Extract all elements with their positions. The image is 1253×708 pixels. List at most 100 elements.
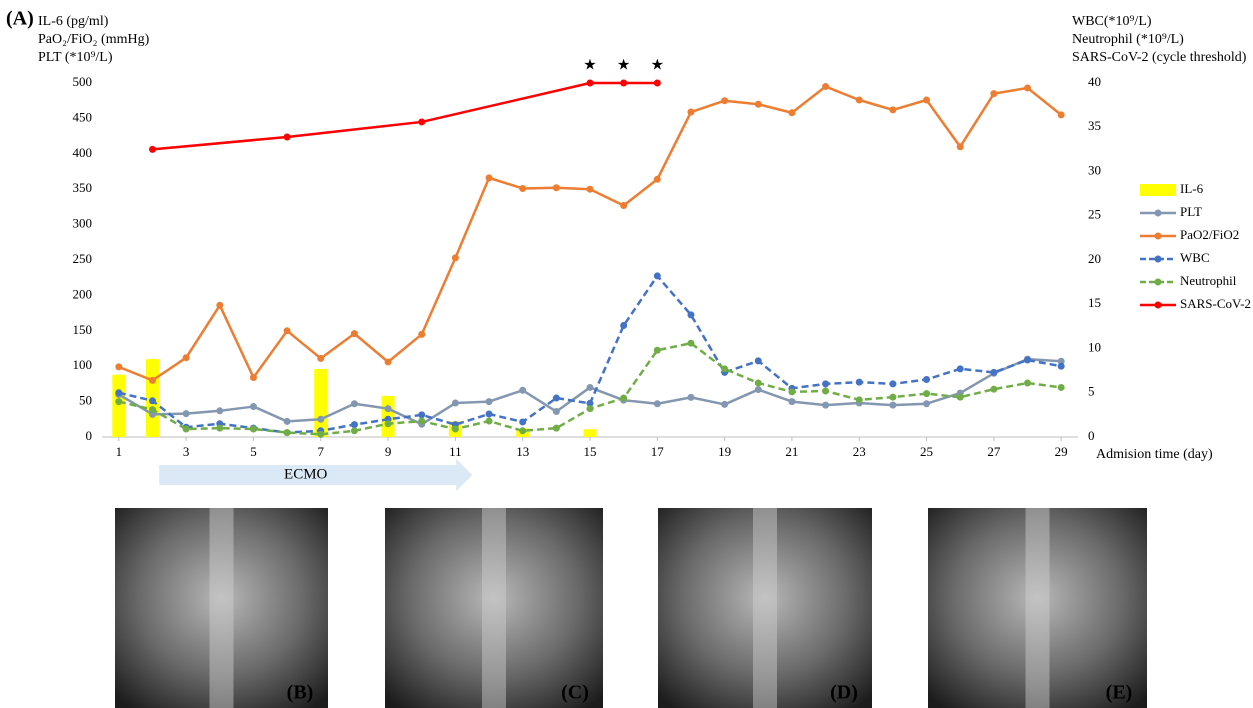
point — [452, 400, 459, 407]
point — [654, 80, 661, 87]
image-label: (E) — [1106, 682, 1133, 704]
point — [351, 427, 358, 434]
point — [1024, 84, 1031, 91]
point — [351, 330, 358, 337]
point — [385, 358, 392, 365]
y-tick-label: 0 — [86, 428, 93, 443]
point — [721, 401, 728, 408]
point — [788, 388, 795, 395]
point — [553, 408, 560, 415]
point — [957, 365, 964, 372]
point — [115, 398, 122, 405]
point — [923, 96, 930, 103]
point — [721, 365, 728, 372]
point — [755, 101, 762, 108]
y-tick-label: 300 — [73, 216, 93, 231]
point — [687, 340, 694, 347]
x-tick-label: 7 — [318, 444, 325, 459]
image-label: (C) — [561, 682, 589, 704]
point — [284, 418, 291, 425]
y2-axis-title: Neutrophil (*10⁹/L) — [1072, 32, 1184, 47]
y-axis-title: IL-6 (pg/ml) — [38, 14, 109, 29]
legend-label: SARS-CoV-2 — [1180, 296, 1251, 311]
y2-tick-label: 10 — [1088, 339, 1101, 354]
point — [418, 418, 425, 425]
point — [351, 400, 358, 407]
legend-marker — [1155, 233, 1162, 240]
point — [990, 90, 997, 97]
x-tick-label: 25 — [920, 444, 933, 459]
point — [317, 355, 324, 362]
x-tick-label: 27 — [987, 444, 1001, 459]
point — [687, 311, 694, 318]
y2-tick-label: 5 — [1088, 384, 1095, 399]
xray-spine — [1026, 508, 1050, 708]
point — [216, 302, 223, 309]
point — [957, 143, 964, 150]
point — [317, 416, 324, 423]
point — [149, 397, 156, 404]
point — [519, 185, 526, 192]
point — [721, 97, 728, 104]
point — [149, 406, 156, 413]
point — [486, 418, 493, 425]
x-tick-label: 9 — [385, 444, 392, 459]
point — [587, 186, 594, 193]
point — [654, 400, 661, 407]
y2-tick-label: 30 — [1088, 162, 1101, 177]
ecmo-label: ECMO — [284, 466, 328, 482]
point — [1024, 357, 1031, 364]
legend-label: PaO2/FiO2 — [1180, 227, 1239, 242]
y2-tick-label: 15 — [1088, 295, 1101, 310]
y2-tick-label: 40 — [1088, 74, 1101, 89]
y2-axis-title: WBC(*10⁹/L) — [1072, 14, 1152, 29]
point — [587, 80, 594, 87]
point — [418, 411, 425, 418]
y-tick-label: 250 — [73, 251, 93, 266]
point — [250, 426, 257, 433]
legend-label: PLT — [1180, 204, 1202, 219]
point — [149, 146, 156, 153]
point — [620, 80, 627, 87]
point — [385, 405, 392, 412]
bar — [314, 369, 327, 437]
y-tick-label: 350 — [73, 180, 93, 195]
y-tick-label: 450 — [73, 109, 93, 124]
x-tick-label: 11 — [449, 444, 462, 459]
y2-axis-title: SARS-CoV-2 (cycle threshold) — [1072, 50, 1247, 65]
x-tick-label: 19 — [718, 444, 731, 459]
point — [788, 109, 795, 116]
xray-spine — [753, 508, 777, 708]
point — [687, 109, 694, 116]
xray-spine — [482, 508, 506, 708]
x-tick-label: 13 — [516, 444, 529, 459]
point — [519, 387, 526, 394]
y-tick-label: 50 — [79, 393, 92, 408]
xray-spine — [210, 508, 234, 708]
point — [822, 83, 829, 90]
legend-marker — [1155, 302, 1162, 309]
point — [1058, 363, 1065, 370]
star: ★ — [651, 57, 664, 73]
y-tick-label: 400 — [73, 145, 93, 160]
point — [351, 421, 358, 428]
point — [620, 202, 627, 209]
point — [519, 418, 526, 425]
bar — [584, 429, 597, 437]
y-axis-title: PLT (*10⁹/L) — [38, 50, 113, 65]
point — [856, 379, 863, 386]
point — [822, 380, 829, 387]
point — [284, 133, 291, 140]
point — [1024, 380, 1031, 387]
point — [553, 184, 560, 191]
legend-label: IL-6 — [1180, 181, 1204, 196]
point — [284, 429, 291, 436]
point — [1058, 111, 1065, 118]
point — [486, 174, 493, 181]
point — [486, 398, 493, 405]
y2-tick-label: 0 — [1088, 428, 1095, 443]
point — [923, 376, 930, 383]
legend-marker — [1155, 256, 1162, 263]
y2-tick-label: 35 — [1088, 118, 1101, 133]
x-tick-label: 17 — [651, 444, 665, 459]
